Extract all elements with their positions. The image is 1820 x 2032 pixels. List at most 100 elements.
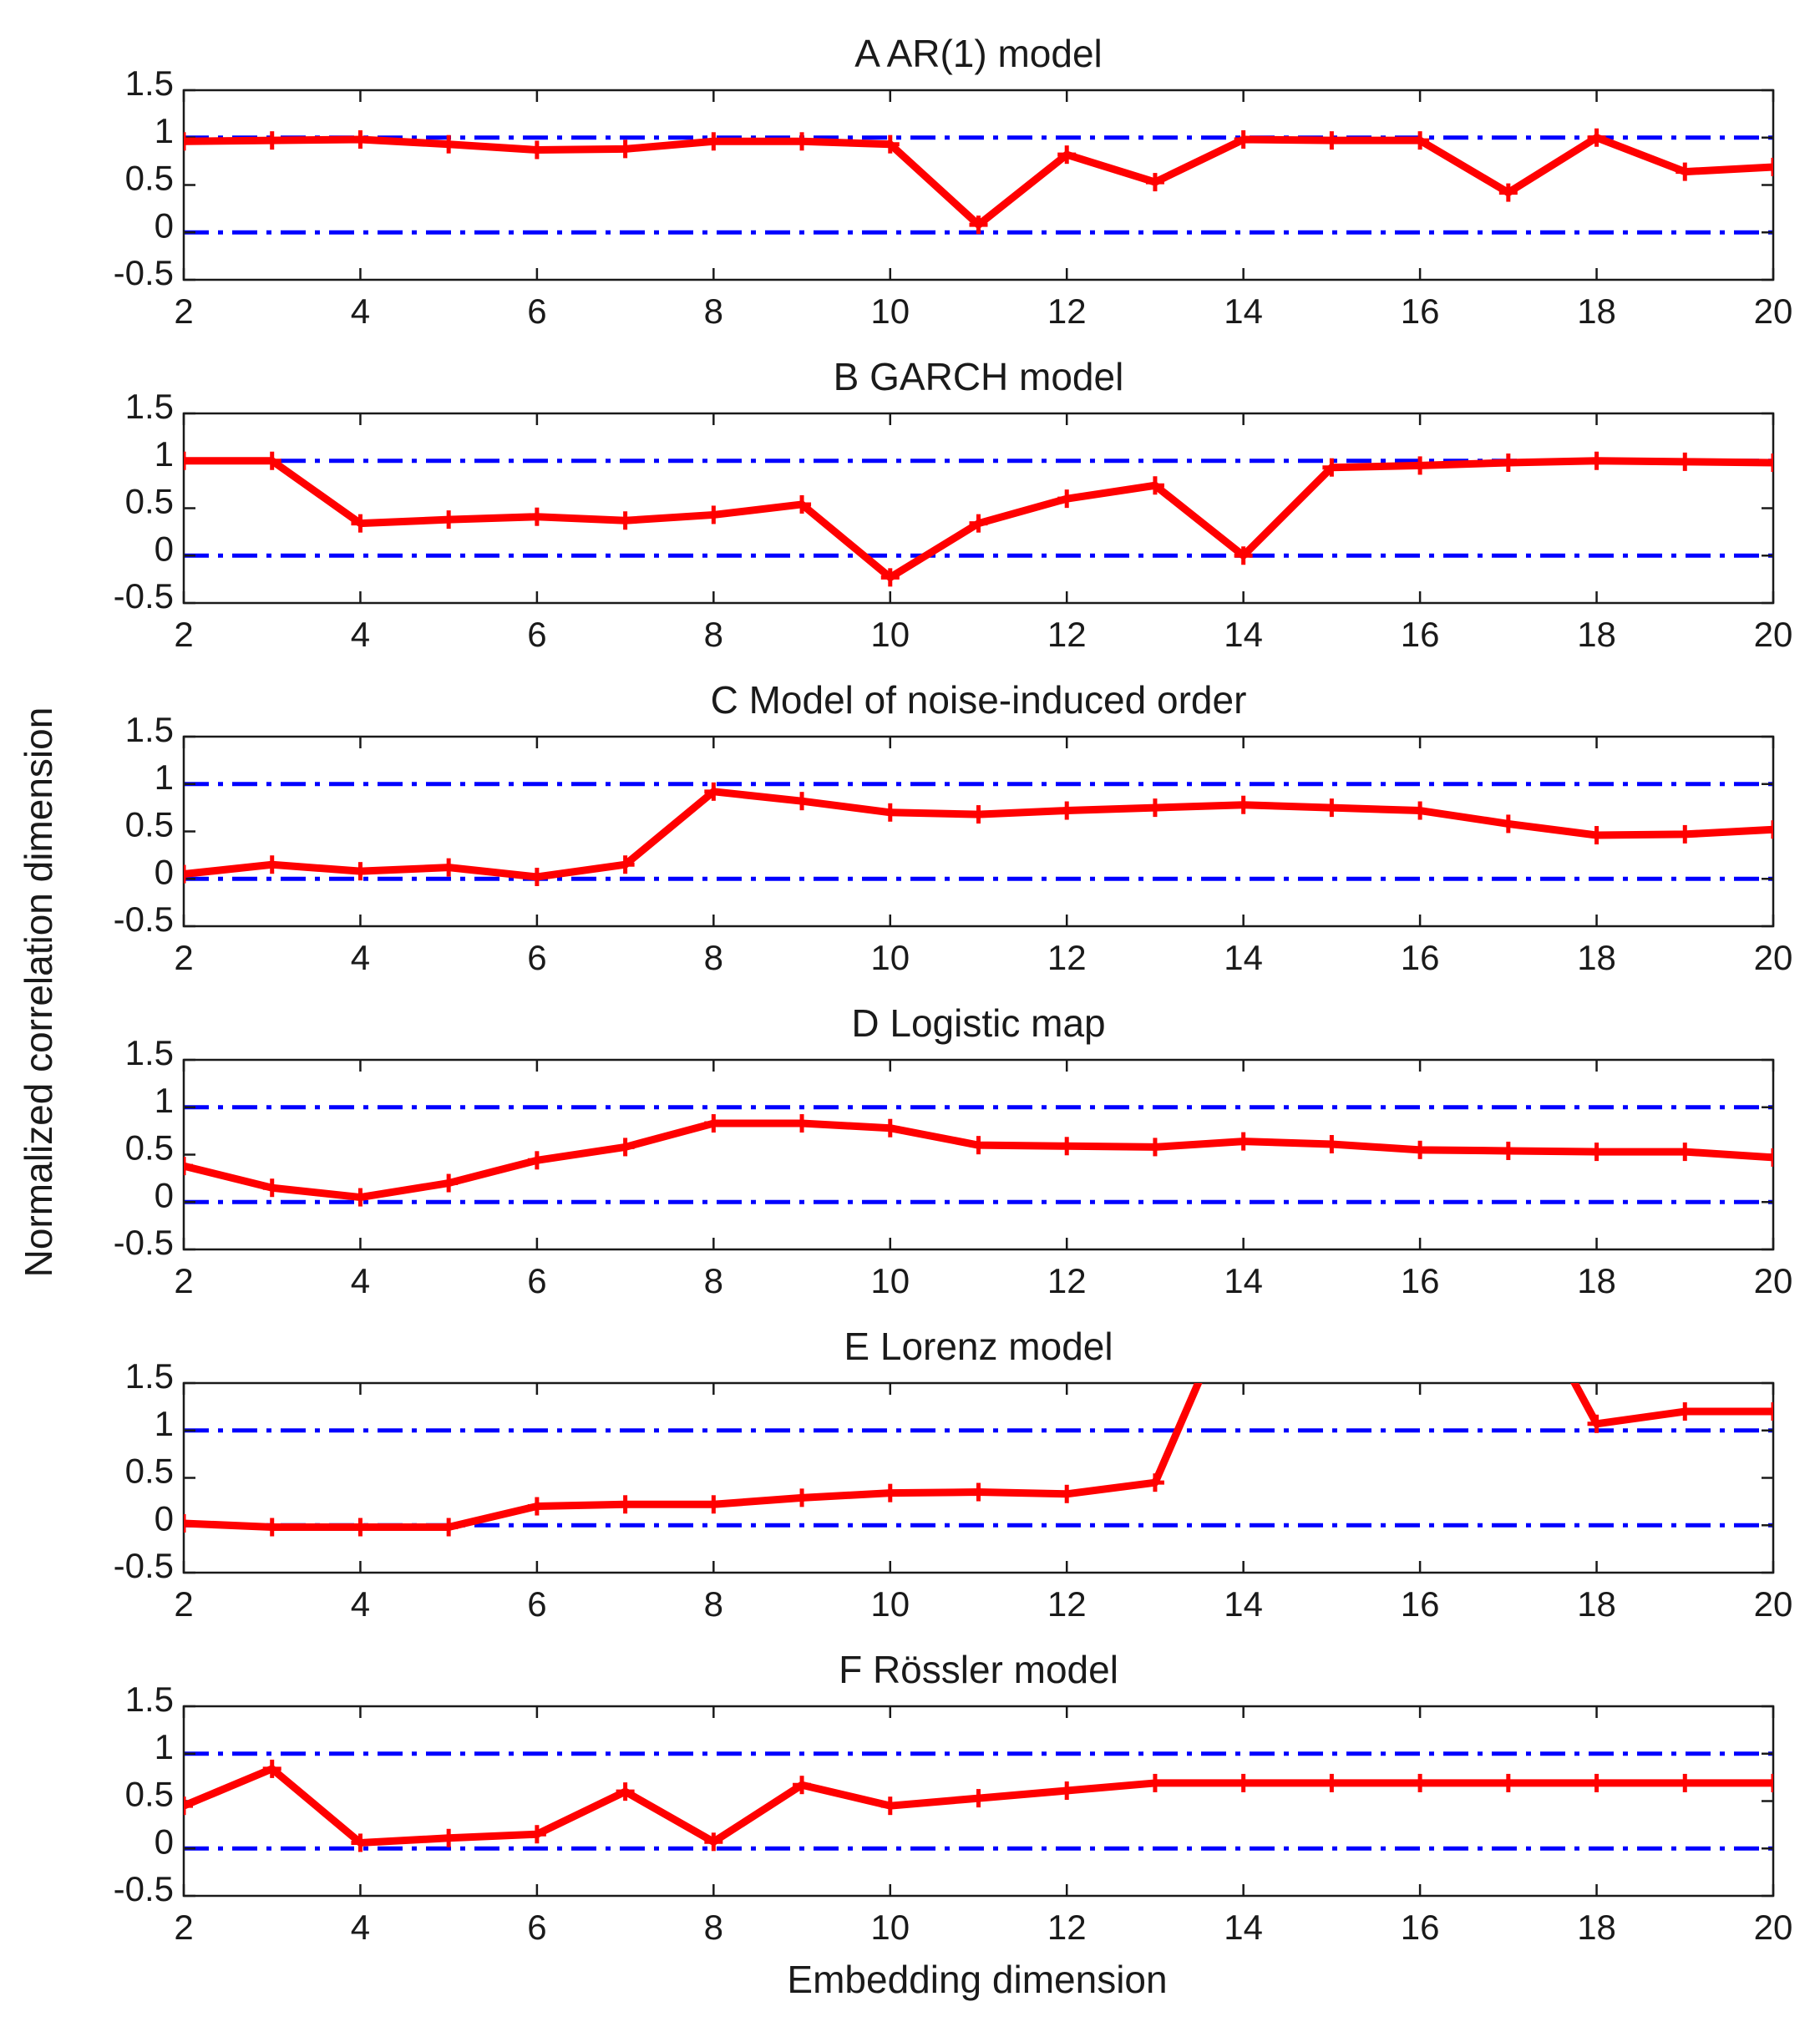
- data-point-marker: [1676, 1402, 1695, 1421]
- x-axis-label: Embedding dimension: [787, 1958, 1167, 2001]
- data-point-marker: [1587, 128, 1606, 147]
- x-tick-label: 6: [527, 1584, 546, 1624]
- data-point-marker: [1145, 1138, 1164, 1157]
- x-tick-label: 14: [1224, 1908, 1263, 1947]
- y-tick-label: 1: [155, 111, 174, 150]
- y-tick-label: 1.5: [125, 63, 174, 103]
- data-point-marker: [1411, 801, 1430, 820]
- x-tick-label: 18: [1577, 1584, 1616, 1624]
- y-tick-label: 0: [155, 529, 174, 568]
- x-tick-label: 2: [174, 615, 193, 654]
- y-tick-label: -0.5: [114, 1223, 174, 1262]
- panel-b: B GARCH model 2 4 6 8 10 12 14 16 18 20 -0.5 0 0.5 1 1.…: [114, 355, 1793, 654]
- panel-title: E Lorenz model: [844, 1325, 1113, 1368]
- data-point-marker: [1676, 1143, 1695, 1162]
- y-tick-label: 0.5: [125, 1128, 174, 1168]
- data-point-marker: [527, 1497, 546, 1516]
- data-point-marker: [184, 1157, 193, 1176]
- x-tick-label: 12: [1047, 1261, 1087, 1300]
- x-tick-label: 4: [351, 938, 370, 977]
- data-point-marker: [704, 1495, 723, 1514]
- data-point-marker: [1676, 1773, 1695, 1792]
- x-tick-label: 6: [527, 1908, 546, 1947]
- data-point-marker: [1764, 157, 1773, 176]
- data-point-marker: [616, 139, 635, 159]
- data-point-marker: [1234, 795, 1253, 814]
- x-tick-label: 16: [1401, 938, 1440, 977]
- data-point-marker: [793, 494, 812, 514]
- data-point-marker: [1498, 1141, 1518, 1160]
- data-point-marker: [1411, 1773, 1430, 1792]
- x-tick-label: 14: [1224, 615, 1263, 654]
- data-point-marker: [1764, 1773, 1773, 1792]
- data-point-marker: [880, 1796, 900, 1816]
- x-tick-label: 20: [1754, 1261, 1793, 1300]
- data-point-marker: [969, 1789, 988, 1808]
- data-point-marker: [527, 1151, 546, 1170]
- data-point-marker: [439, 858, 459, 877]
- data-point-marker: [1322, 458, 1341, 477]
- data-point-marker: [1145, 798, 1164, 818]
- x-tick-label: 12: [1047, 291, 1087, 331]
- x-tick-label: 20: [1754, 291, 1793, 331]
- data-point-marker: [262, 451, 281, 470]
- data-point-marker: [1676, 162, 1695, 181]
- x-tick-label: 8: [704, 615, 723, 654]
- y-tick-label: 0: [155, 1175, 174, 1214]
- data-point-marker: [184, 864, 193, 884]
- x-tick-label: 16: [1401, 1261, 1440, 1300]
- data-point-marker: [1234, 546, 1253, 565]
- data-point-marker: [704, 1832, 723, 1852]
- x-tick-label: 6: [527, 938, 546, 977]
- y-tick-label: -0.5: [114, 1546, 174, 1585]
- data-point-marker: [1057, 489, 1077, 509]
- data-point-marker: [439, 1173, 459, 1193]
- x-tick-label: 18: [1577, 1261, 1616, 1300]
- data-point-marker: [527, 507, 546, 526]
- data-point-marker: [1145, 1473, 1164, 1492]
- data-point-marker: [880, 1118, 900, 1138]
- y-tick-label: 1: [155, 1727, 174, 1766]
- data-point-marker: [704, 505, 723, 524]
- data-point-marker: [1764, 820, 1773, 839]
- panel-title: D Logistic map: [851, 1001, 1105, 1045]
- y-tick-label: 1: [155, 434, 174, 474]
- data-point-marker: [351, 514, 370, 533]
- data-point-marker: [262, 131, 281, 150]
- x-tick-label: 4: [351, 291, 370, 331]
- data-point-marker: [184, 132, 193, 151]
- x-tick-label: 20: [1754, 1908, 1793, 1947]
- data-point-marker: [616, 1495, 635, 1514]
- x-tick-label: 10: [870, 1261, 910, 1300]
- y-axis-label: Normalized correlation dimension: [17, 707, 60, 1278]
- data-point-marker: [793, 1488, 812, 1508]
- y-tick-label: 1.5: [125, 387, 174, 426]
- y-tick-label: 0.5: [125, 805, 174, 844]
- data-point-marker: [1676, 824, 1695, 844]
- y-tick-label: 0: [155, 852, 174, 891]
- data-point-marker: [439, 1828, 459, 1847]
- series: [184, 782, 1773, 886]
- data-point-marker: [1498, 183, 1518, 202]
- y-tick-label: -0.5: [114, 899, 174, 939]
- data-point-marker: [616, 511, 635, 530]
- x-tick-label: 2: [174, 1908, 193, 1947]
- data-point-marker: [1587, 451, 1606, 470]
- data-point-marker: [1764, 454, 1773, 473]
- x-tick-label: 10: [870, 938, 910, 977]
- data-point-marker: [1322, 1773, 1341, 1792]
- y-tick-label: 1: [155, 758, 174, 797]
- data-point-marker: [704, 132, 723, 151]
- data-point-marker: [793, 1114, 812, 1133]
- x-tick-label: 8: [704, 938, 723, 977]
- x-tick-label: 4: [351, 1584, 370, 1624]
- panel-d: D Logistic map 2 4 6 8 10 12 14 16 18 20 -0.5 0 0.5 1 1…: [114, 1001, 1793, 1300]
- data-point-marker: [1498, 454, 1518, 473]
- x-tick-label: 12: [1047, 1908, 1087, 1947]
- data-point-marker: [439, 510, 459, 530]
- y-tick-label: 0: [155, 1822, 174, 1861]
- x-tick-label: 14: [1224, 938, 1263, 977]
- y-tick-label: 1.5: [125, 1033, 174, 1072]
